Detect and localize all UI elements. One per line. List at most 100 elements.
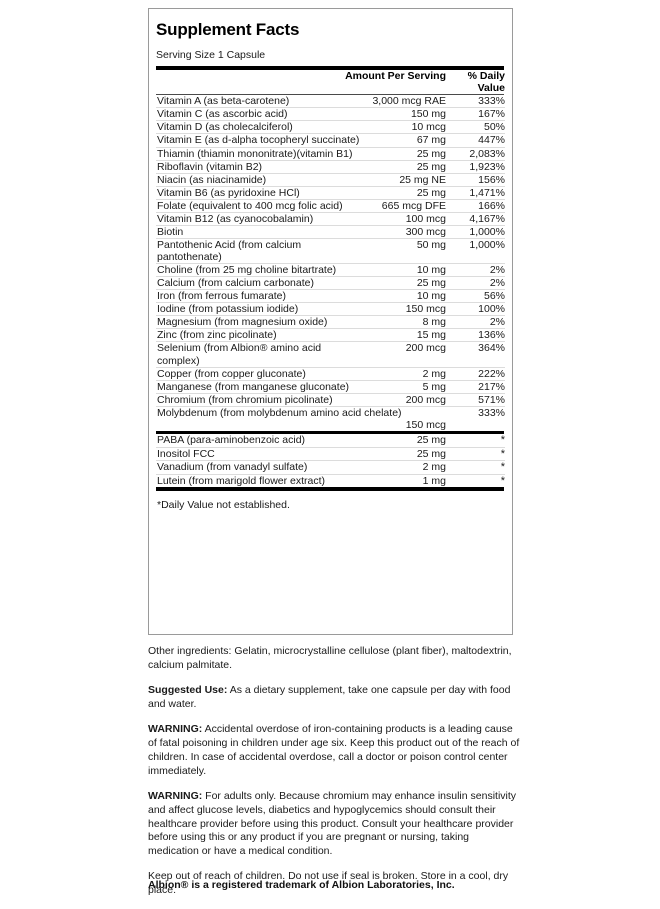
nutrient-daily-value: 222% (448, 366, 505, 381)
nutrient-daily-value: 1,000% (448, 237, 505, 264)
nutrient-daily-value: 136% (448, 328, 505, 342)
table-row: Iron (from ferrous fumarate) 10 mg 56% (156, 289, 505, 303)
nutrient-amount: 200 mcg (362, 392, 448, 407)
nutrient-name: Folate (equivalent to 400 mcg folic acid… (156, 198, 362, 213)
table-row: Vitamin B12 (as cyanocobalamin) 100 mcg 4,… (156, 211, 505, 226)
nutrient-name: Calcium (from calcium carbonate) (156, 276, 362, 290)
daily-value-footnote: *Daily Value not established. (157, 499, 290, 512)
serving-size: Serving Size 1 Capsule (156, 48, 266, 61)
suggested-use-text: As a dietary supplement, take one capsul… (148, 683, 511, 710)
table-row: Niacin (as niacinamide) 25 mg NE 156% (156, 172, 505, 187)
nutrient-daily-value: * (448, 460, 505, 475)
header-daily-value: % Daily Value (467, 70, 505, 95)
nutrient-amount: 25 mg (362, 146, 448, 161)
nutrient-amount: 15 mg (362, 328, 448, 342)
nutrient-amount: 25 mg (362, 185, 448, 200)
table-row: Vitamin D (as cholecalciferol) 10 mcg 50% (156, 120, 505, 134)
nutrient-daily-value: 2% (448, 263, 505, 277)
warning-adults-text: For adults only. Because chromium may en… (148, 789, 517, 858)
nutrient-amount: 10 mg (362, 263, 448, 277)
nutrient-name: Vanadium (from vanadyl sulfate) (156, 460, 362, 475)
nutrient-daily-value: * (448, 446, 505, 461)
nutrient-amount: 150 mcg (362, 302, 448, 316)
table-row: Lutein (from marigold flower extract) 1 m… (156, 473, 505, 488)
table-row: Chromium (from chromium picolinate) 200 m… (156, 392, 505, 407)
warning-adults-label: WARNING: (148, 789, 203, 802)
no-daily-value-rows: PABA (para-aminobenzoic acid) 25 mg * Inosi… (156, 434, 505, 488)
nutrient-name: Inositol FCC (156, 446, 362, 461)
nutrient-amount: 25 mg NE (362, 172, 448, 187)
nutrient-rows: Vitamin A (as beta-carotene) 3,000 mcg RA… (156, 95, 505, 431)
nutrient-name: Vitamin C (as ascorbic acid) (156, 107, 362, 121)
nutrient-daily-value: 1,471% (448, 185, 505, 200)
nutrient-daily-value: 333% (448, 405, 505, 431)
nutrient-amount: 50 mg (362, 237, 448, 264)
nutrient-name: Iodine (from potassium iodide) (156, 302, 362, 316)
table-row: Vitamin E (as d-alpha tocopheryl succina… (156, 133, 505, 148)
storage-note: Keep out of reach of children. Do not us… (148, 870, 509, 897)
table-row: Pantothenic Acid (from calcium pantothen… (156, 237, 505, 264)
nutrient-name: Vitamin D (as cholecalciferol) (156, 120, 362, 134)
nutrient-amount: 25 mg (416, 433, 446, 446)
nutrient-amount: 100 mcg (362, 211, 448, 226)
rule-before-no-dv (156, 430, 504, 434)
nutrient-amount: 10 mg (362, 289, 448, 303)
nutrient-amount: 67 mg (362, 133, 448, 148)
table-row: Thiamin (thiamin mononitrate)(vitamin B1… (156, 146, 505, 161)
nutrient-amount: 665 mcg DFE (362, 198, 448, 213)
nutrient-daily-value: * (448, 473, 505, 488)
nutrient-name: Magnesium (from magnesium oxide) (156, 315, 362, 329)
nutrient-daily-value: 447% (448, 133, 505, 148)
warning-adults: WARNING: For adults only. Because chromi… (148, 790, 520, 860)
warning-iron: WARNING: Accidental overdose of iron-con… (148, 723, 520, 779)
nutrient-name: Thiamin (thiamin mononitrate)(vitamin B1… (156, 146, 362, 161)
nutrient-daily-value: 156% (448, 172, 505, 187)
nutrient-amount: 10 mcg (362, 120, 448, 134)
nutrient-name: Manganese (from manganese gluconate) (156, 379, 362, 394)
table-row: Magnesium (from magnesium oxide) 8 mg 2% (156, 315, 505, 329)
nutrient-name: Selenium (from Albion® amino acid comple… (156, 341, 362, 368)
table-row: Folate (equivalent to 400 mcg folic acid… (156, 198, 505, 213)
nutrient-name: Niacin (as niacinamide) (156, 172, 362, 187)
nutrient-name: Molybdenum (from molybdenum amino acid c… (156, 405, 448, 431)
table-row: Vanadium (from vanadyl sulfate) 2 mg * (156, 460, 505, 475)
nutrient-amount: 25 mg (362, 276, 448, 290)
table-row: Inositol FCC 25 mg * (156, 446, 505, 461)
table-row: Vitamin B6 (as pyridoxine HCl) 25 mg 1,471… (156, 185, 505, 200)
nutrient-amount: 200 mcg (362, 341, 448, 368)
table-row: Selenium (from Albion® amino acid comple… (156, 341, 505, 368)
nutrient-name: Vitamin E (as d-alpha tocopheryl succina… (156, 133, 362, 148)
nutrient-name: Zinc (from zinc picolinate) (156, 328, 362, 342)
table-row: Calcium (from calcium carbonate) 25 mg 2% (156, 276, 505, 290)
nutrient-name: Riboflavin (vitamin B2) (156, 159, 362, 174)
nutrient-daily-value: 217% (448, 379, 505, 394)
nutrient-name: Vitamin B6 (as pyridoxine HCl) (156, 185, 362, 200)
warning-iron-label: WARNING: (148, 722, 203, 735)
nutrient-name: Chromium (from chromium picolinate) (156, 392, 362, 407)
nutrient-daily-value: 4,167% (448, 211, 505, 226)
nutrient-amount: 300 mcg (362, 224, 448, 239)
nutrient-daily-value: 1,923% (448, 159, 505, 174)
table-row: Iodine (from potassium iodide) 150 mcg 100… (156, 302, 505, 316)
nutrient-daily-value: 2,083% (448, 146, 505, 161)
table-row: Choline (from 25 mg choline bitartrate) 1… (156, 263, 505, 277)
nutrient-amount: 150 mg (362, 107, 448, 121)
table-row: Manganese (from manganese gluconate) 5 mg… (156, 379, 505, 394)
nutrient-amount: 2 mg (362, 366, 448, 381)
suggested-use-label: Suggested Use: (148, 683, 228, 696)
nutrients-table: Amount Per Serving % Daily Value (156, 70, 505, 94)
nutrient-amount: 5 mg (362, 379, 448, 394)
footer-text: Other ingredients: Gelatin, microcrystal… (148, 645, 520, 909)
nutrient-amount: 25 mg (362, 159, 448, 174)
nutrient-name: Pantothenic Acid (from calcium pantothen… (156, 237, 362, 264)
nutrient-daily-value: 2% (448, 276, 505, 290)
nutrient-name: Lutein (from marigold flower extract) (156, 473, 362, 488)
nutrient-daily-value: 166% (448, 198, 505, 213)
nutrient-daily-value: 56% (448, 289, 505, 303)
nutrient-daily-value: 333% (478, 95, 505, 108)
nutrient-amount: 8 mg (362, 315, 448, 329)
nutrient-name: PABA (para-aminobenzoic acid) (157, 433, 306, 446)
nutrient-amount: 25 mg (362, 446, 448, 461)
table-row: Molybdenum (from molybdenum amino acid c… (156, 405, 505, 431)
table-row: Copper (from copper gluconate) 2 mg 222% (156, 366, 505, 381)
